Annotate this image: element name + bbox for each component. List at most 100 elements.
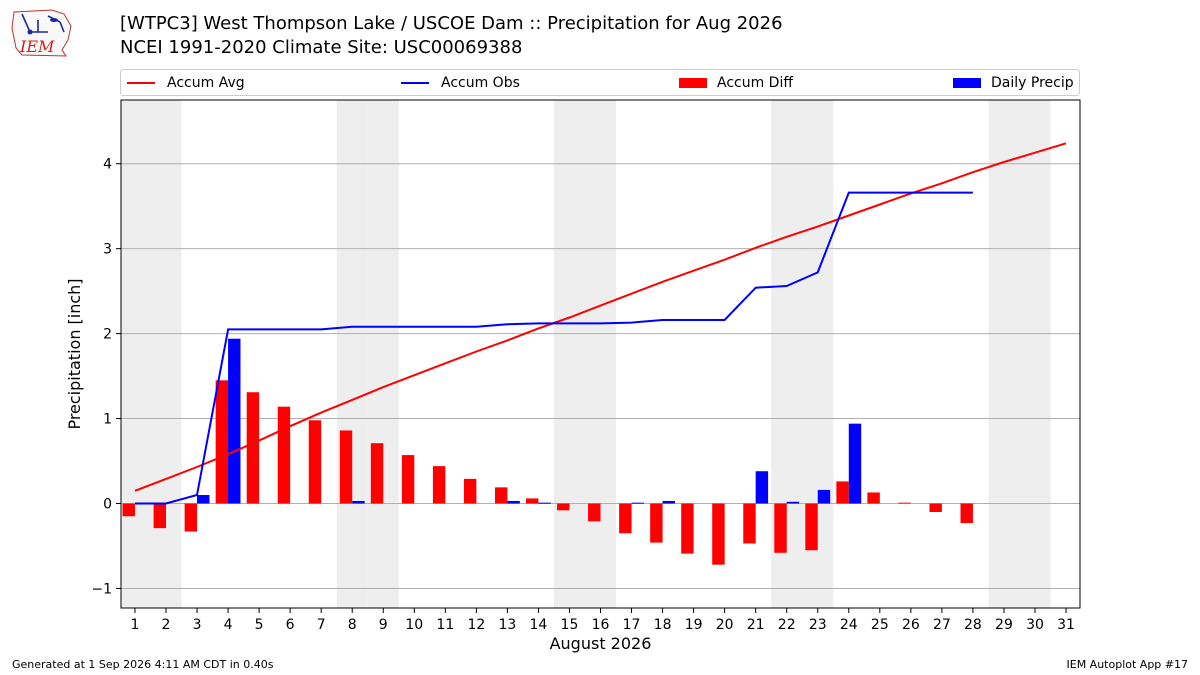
x-tick-label: 25 bbox=[871, 617, 889, 633]
x-tick-label: 6 bbox=[286, 617, 295, 633]
accum-diff-bar bbox=[867, 492, 880, 504]
x-tick-label: 19 bbox=[685, 617, 703, 633]
accum-diff-bar bbox=[494, 487, 508, 504]
legend-label-accum-obs: Accum Obs bbox=[441, 74, 520, 91]
accum-diff-bar bbox=[122, 503, 135, 517]
x-tick-label: 5 bbox=[255, 617, 264, 633]
x-tick-label: 11 bbox=[436, 617, 454, 633]
x-tick-label: 13 bbox=[498, 617, 516, 633]
x-axis-label: August 2026 bbox=[550, 634, 652, 653]
plot-area bbox=[121, 100, 1080, 608]
accum-obs-line bbox=[135, 191, 973, 505]
chart-title: [WTPC3] West Thompson Lake / USCOE Dam :… bbox=[120, 13, 783, 34]
accum-diff-bar bbox=[805, 503, 818, 551]
x-tick-label: 8 bbox=[348, 617, 357, 633]
iem-logo: IEM bbox=[11, 9, 72, 57]
chart-legend: Accum Avg Accum Obs Accum Diff Daily Pre… bbox=[120, 69, 1080, 96]
accum-diff-bar bbox=[774, 503, 787, 553]
x-tick-label: 9 bbox=[379, 617, 388, 633]
accum-diff-bar bbox=[215, 380, 229, 504]
x-tick-label: 12 bbox=[467, 617, 485, 633]
x-tick-label: 24 bbox=[840, 617, 858, 633]
x-tick-label: 29 bbox=[995, 617, 1013, 633]
legend-swatch-accum-obs bbox=[401, 81, 429, 84]
accum-diff-bar bbox=[650, 503, 663, 543]
daily-precip-bar bbox=[817, 489, 831, 504]
accum-diff-bar bbox=[929, 503, 942, 513]
weekend-band bbox=[121, 100, 151, 608]
x-tick-label: 4 bbox=[224, 617, 233, 633]
accum-diff-bar bbox=[619, 503, 632, 534]
accum-diff-bar bbox=[401, 455, 415, 504]
y-tick-label: 2 bbox=[103, 327, 112, 343]
accum-diff-bar bbox=[339, 430, 353, 504]
daily-precip-bar bbox=[848, 423, 862, 504]
weekend-band bbox=[367, 100, 399, 608]
accum-diff-bar bbox=[960, 503, 973, 524]
legend-swatch-daily-precip bbox=[953, 77, 981, 88]
y-tick-label: −1 bbox=[91, 581, 112, 597]
weekend-band bbox=[336, 100, 368, 608]
legend-label-accum-diff: Accum Diff bbox=[717, 74, 794, 91]
x-tick-label: 2 bbox=[162, 617, 171, 633]
accum-diff-bar bbox=[463, 478, 477, 504]
y-tick-label: 3 bbox=[103, 242, 112, 258]
y-tick-label: 1 bbox=[103, 412, 112, 428]
accum-diff-bar bbox=[526, 498, 539, 504]
daily-precip-bar bbox=[755, 471, 769, 504]
legend-item-accum-obs: Accum Obs bbox=[401, 70, 520, 95]
x-tick-label: 26 bbox=[902, 617, 920, 633]
daily-precip-bar bbox=[631, 502, 644, 504]
x-tick-label: 10 bbox=[405, 617, 423, 633]
x-tick-label: 30 bbox=[1026, 617, 1044, 633]
x-tick-label: 18 bbox=[654, 617, 672, 633]
accum-diff-bar bbox=[712, 503, 725, 565]
daily-precip-bar bbox=[228, 338, 241, 504]
weekend-band bbox=[553, 100, 585, 608]
x-tick-label: 21 bbox=[747, 617, 765, 633]
generated-timestamp: Generated at 1 Sep 2026 4:11 AM CDT in 0… bbox=[12, 658, 274, 671]
accum-diff-bar bbox=[370, 443, 384, 504]
legend-swatch-accum-diff bbox=[679, 77, 707, 88]
x-tick-label: 23 bbox=[809, 617, 827, 633]
daily-precip-bar bbox=[538, 502, 551, 504]
chart-subtitle: NCEI 1991-2020 Climate Site: USC00069388 bbox=[120, 37, 523, 58]
weather-station-icon bbox=[21, 13, 65, 33]
weekend-band bbox=[584, 100, 617, 608]
x-tick-label: 1 bbox=[131, 617, 140, 633]
accum-diff-bar bbox=[184, 503, 198, 532]
weekend-band bbox=[1019, 100, 1051, 608]
x-tick-label: 17 bbox=[623, 617, 641, 633]
accum-diff-bar bbox=[153, 503, 167, 529]
daily-precip-bar bbox=[507, 500, 520, 504]
accum-diff-bar bbox=[588, 503, 601, 522]
x-tick-label: 22 bbox=[778, 617, 796, 633]
y-tick-label: 0 bbox=[103, 497, 112, 513]
accum-diff-bar bbox=[246, 392, 260, 504]
accum-diff-bar bbox=[898, 502, 911, 504]
x-tick-label: 27 bbox=[933, 617, 951, 633]
accum-diff-bar bbox=[836, 481, 849, 504]
daily-precip-bar bbox=[662, 500, 675, 504]
accum-diff-bar bbox=[743, 503, 756, 544]
legend-label-daily-precip: Daily Precip bbox=[991, 74, 1074, 91]
app-credit: IEM Autoplot App #17 bbox=[1066, 658, 1189, 671]
daily-precip-bar bbox=[352, 500, 365, 504]
accum-diff-bar bbox=[432, 466, 446, 504]
x-tick-label: 7 bbox=[317, 617, 326, 633]
daily-precip-bar bbox=[197, 495, 210, 504]
x-tick-label: 20 bbox=[716, 617, 734, 633]
legend-item-daily-precip: Daily Precip bbox=[953, 70, 1074, 95]
legend-item-accum-diff: Accum Diff bbox=[679, 70, 793, 95]
x-tick-label: 16 bbox=[592, 617, 610, 633]
legend-label-accum-avg: Accum Avg bbox=[167, 74, 245, 91]
x-tick-label: 28 bbox=[964, 617, 982, 633]
y-axis-label: Precipitation [inch] bbox=[65, 278, 84, 429]
accum-diff-bar bbox=[557, 503, 570, 511]
accum-diff-bar bbox=[308, 420, 322, 504]
accum-diff-bar bbox=[681, 503, 694, 554]
legend-item-accum-avg: Accum Avg bbox=[127, 70, 245, 95]
legend-swatch-accum-avg bbox=[127, 81, 155, 84]
y-tick-label: 4 bbox=[103, 157, 112, 173]
